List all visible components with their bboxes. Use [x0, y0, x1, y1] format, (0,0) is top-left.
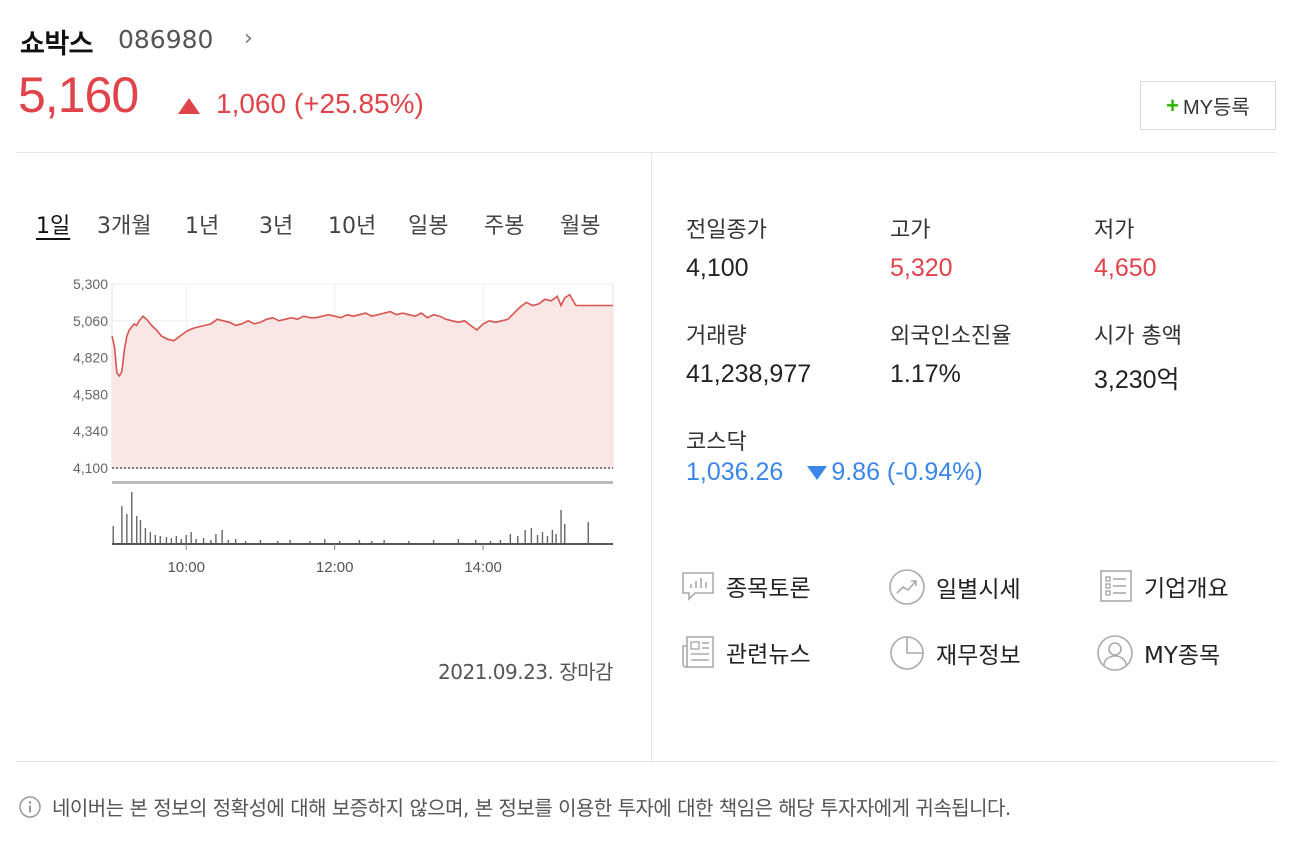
current-price: 5,160 — [18, 67, 139, 123]
stat-prev-close: 전일종가 4,100 — [686, 212, 767, 283]
stat-kosdaq: 코스닥 — [686, 424, 747, 456]
link-label: 일별시세 — [936, 577, 1021, 603]
chat-chart-icon — [682, 572, 714, 601]
pie-chart-icon — [890, 636, 924, 670]
price-change: 1,060 (+25.85%) — [216, 88, 424, 119]
period-tabs: 1일 3개월 1년 3년 10년 일봉 주봉 월봉 — [0, 208, 651, 239]
financials-link[interactable]: 재무정보 — [888, 634, 1021, 672]
stat-value: 3,230억 — [1094, 366, 1180, 394]
divider — [16, 761, 1276, 762]
x-tick-label: 14:00 — [464, 559, 502, 576]
kosdaq-value: 1,036.26 — [686, 458, 784, 486]
stat-value: 4,100 — [686, 254, 749, 282]
stat-value: 1.17% — [890, 360, 961, 388]
y-tick-label: 4,340 — [73, 423, 108, 439]
tab-monthly-candle[interactable]: 월봉 — [560, 214, 601, 239]
my-register-button[interactable]: + MY등록 — [1140, 81, 1276, 130]
y-tick-label: 4,580 — [73, 386, 108, 402]
tab-3months[interactable]: 3개월 — [97, 214, 152, 239]
down-arrow-icon — [807, 465, 828, 480]
link-label: 재무정보 — [936, 643, 1021, 669]
tab-10years[interactable]: 10년 — [328, 214, 377, 239]
stat-label: 거래량 — [686, 324, 747, 349]
stat-label: 저가 — [1094, 218, 1135, 243]
x-tick-label: 12:00 — [316, 559, 354, 576]
x-tick-label: 10:00 — [167, 559, 205, 576]
chart-separator — [112, 481, 613, 484]
tab-3years[interactable]: 3년 — [259, 214, 294, 239]
stat-label: 시가 총액 — [1094, 324, 1182, 349]
info-icon — [19, 795, 41, 818]
stat-value: 41,238,977 — [686, 360, 812, 388]
stat-volume: 거래량 41,238,977 — [686, 318, 811, 389]
document-list-icon — [1100, 570, 1132, 602]
y-tick-label: 5,300 — [73, 276, 108, 292]
divider — [651, 153, 652, 761]
stat-value: 4,650 — [1094, 254, 1157, 282]
chart-timestamp: 2021.09.23. 장마감 — [438, 660, 613, 684]
discussion-link[interactable]: 종목토론 — [680, 568, 811, 604]
divider — [16, 152, 1276, 153]
tab-1day[interactable]: 1일 — [36, 214, 71, 239]
daily-price-link[interactable]: 일별시세 — [888, 568, 1021, 606]
tab-1year[interactable]: 1년 — [185, 214, 220, 239]
link-label: MY종목 — [1144, 643, 1221, 669]
stat-low: 저가 4,650 — [1094, 212, 1157, 283]
stat-high: 고가 5,320 — [890, 212, 953, 283]
trend-up-icon — [889, 569, 925, 605]
y-tick-label: 5,060 — [73, 313, 108, 329]
stat-label: 고가 — [890, 218, 931, 243]
up-arrow-icon — [178, 98, 200, 114]
stat-foreign-ratio: 외국인소진율 1.17% — [890, 318, 1011, 389]
link-label: 기업개요 — [1144, 576, 1229, 602]
disclaimer: 네이버는 본 정보의 정확성에 대해 보증하지 않으며, 본 정보를 이용한 투… — [18, 792, 1011, 821]
stat-value: 5,320 — [890, 254, 953, 282]
newspaper-icon — [682, 636, 714, 668]
disclaimer-text: 네이버는 본 정보의 정확성에 대해 보증하지 않으며, 본 정보를 이용한 투… — [52, 796, 1011, 820]
tab-weekly-candle[interactable]: 주봉 — [484, 214, 525, 239]
y-tick-label: 4,820 — [73, 350, 108, 366]
kosdaq-index: 1,036.26 9.86 (-0.94%) — [686, 458, 983, 487]
y-tick-label: 4,100 — [73, 460, 108, 476]
stat-label: 코스닥 — [686, 430, 747, 455]
plus-icon: + — [1166, 92, 1180, 118]
link-label: 관련뉴스 — [726, 642, 811, 668]
tab-daily-candle[interactable]: 일봉 — [408, 214, 449, 239]
my-stocks-link[interactable]: MY종목 — [1096, 634, 1220, 672]
user-icon — [1097, 635, 1133, 671]
stat-market-cap: 시가 총액 3,230억 — [1094, 318, 1182, 396]
kosdaq-change: 9.86 (-0.94%) — [831, 458, 983, 486]
related-news-link[interactable]: 관련뉴스 — [680, 634, 811, 670]
link-label: 종목토론 — [726, 576, 811, 602]
stat-label: 외국인소진율 — [890, 324, 1012, 349]
stock-name[interactable]: 쇼박스 — [20, 29, 94, 60]
chevron-right-icon[interactable]: › — [244, 26, 253, 51]
my-register-label: MY등록 — [1183, 97, 1250, 119]
intraday-price-chart[interactable]: 5,300 5,060 4,820 4,580 4,340 4,100 10:00 12:00… — [50, 262, 620, 592]
stat-label: 전일종가 — [686, 218, 767, 243]
stock-code[interactable]: 086980 — [118, 25, 214, 54]
company-overview-link[interactable]: 기업개요 — [1098, 568, 1229, 604]
price-line — [111, 293, 613, 378]
price-area — [112, 294, 613, 468]
